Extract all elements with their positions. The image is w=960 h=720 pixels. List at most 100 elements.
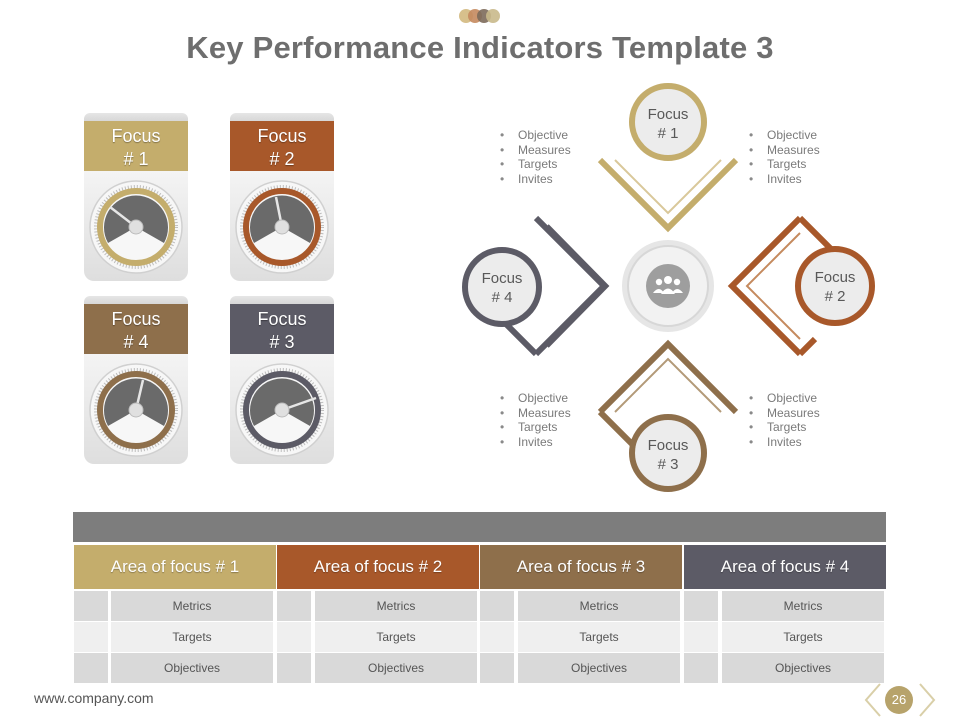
bullet-item: Targets [500, 420, 571, 435]
gauge-label-line2: # 3 [269, 332, 295, 352]
focus-node-line1: Focus [647, 437, 689, 454]
bullet-item: Targets [500, 157, 571, 172]
gauge-card-focus-1: Focus # 1 [84, 113, 188, 283]
bullet-item: Objective [749, 128, 820, 143]
diamond-inner-focus-1 [614, 159, 722, 215]
table-cell-side [277, 653, 311, 683]
gauge-label: Focus # 4 [84, 304, 188, 354]
focus-node-line2: # 4 [491, 289, 513, 306]
table-cell-side [480, 591, 514, 621]
table-cell: Metrics [518, 591, 680, 621]
table-cell-side [74, 653, 108, 683]
gauge-dial-icon [235, 180, 329, 274]
bullet-item: Objective [500, 128, 571, 143]
gauge-label-line1: Focus [257, 126, 307, 146]
bullet-item: Measures [749, 406, 820, 421]
table-cell-side [74, 591, 108, 621]
table-cell-side [480, 622, 514, 652]
gauge-card-focus-2: Focus # 2 [230, 113, 334, 283]
table-cell: Objectives [111, 653, 273, 683]
footer-url[interactable]: www.company.com [34, 690, 154, 706]
gauge-label-line2: # 1 [123, 149, 149, 169]
table-column-header-1: Area of focus # 1 [74, 545, 276, 589]
bullet-item: Targets [749, 420, 820, 435]
gauge-label-line2: # 2 [269, 149, 295, 169]
table-cell-side [684, 653, 718, 683]
bullet-item: Measures [749, 143, 820, 158]
table-cell: Metrics [315, 591, 477, 621]
bullet-item: Invites [749, 172, 820, 187]
gauge-card-focus-4: Focus # 4 [84, 296, 188, 466]
diamond-arrow-focus-1 [597, 157, 739, 233]
table-cell-side [480, 653, 514, 683]
focus-node-line2: # 2 [824, 288, 846, 305]
diamond-arrow-focus-2 [727, 215, 803, 357]
diamond-arrow-focus-3 [597, 339, 739, 415]
bullet-list-top-right: Objective Measures Targets Invites [749, 128, 820, 186]
table-cell: Targets [518, 622, 680, 652]
bullet-list-bottom-left: Objective Measures Targets Invites [500, 391, 571, 449]
gauge-label-line1: Focus [111, 126, 161, 146]
table-cell: Targets [315, 622, 477, 652]
gauge-body [230, 171, 334, 281]
focus-node-4: Focus # 4 [462, 247, 542, 327]
table-column-header-3: Area of focus # 3 [480, 545, 682, 589]
page-title: Key Performance Indicators Template 3 [186, 30, 774, 65]
focus-node-1: Focus # 1 [629, 83, 707, 161]
table-cell: Metrics [722, 591, 884, 621]
bullet-list-top-left: Objective Measures Targets Invites [500, 128, 571, 186]
bullet-item: Invites [749, 435, 820, 450]
bullet-list-bottom-right: Objective Measures Targets Invites [749, 391, 820, 449]
table-cell-side [684, 591, 718, 621]
focus-node-line2: # 1 [657, 125, 679, 142]
diamond-edge-focus-3 [597, 409, 638, 450]
bullet-item: Invites [500, 435, 571, 450]
bullet-item: Targets [749, 157, 820, 172]
focus-node-3: Focus # 3 [629, 414, 707, 492]
focus-node-line2: # 3 [657, 456, 679, 473]
gauge-dial-icon [235, 363, 329, 457]
focus-node-line1: Focus [481, 270, 523, 287]
bullet-item: Objective [500, 391, 571, 406]
bullet-item: Measures [500, 406, 571, 421]
bullet-item: Invites [500, 172, 571, 187]
table-cell: Targets [111, 622, 273, 652]
diamond-edge-focus-2-b [797, 336, 818, 357]
diamond-inner-focus-4 [547, 224, 610, 348]
focus-node-line1: Focus [647, 106, 689, 123]
gauge-label-line2: # 4 [123, 332, 149, 352]
gauge-body [84, 354, 188, 464]
table-cell: Objectives [722, 653, 884, 683]
people-group-icon [653, 276, 683, 294]
gauge-label: Focus # 2 [230, 121, 334, 171]
gauge-card-focus-3: Focus # 3 [230, 296, 334, 466]
gauge-body [84, 171, 188, 281]
table-cell: Objectives [315, 653, 477, 683]
focus-node-2: Focus # 2 [795, 246, 875, 326]
page-nav-chevrons-icon [864, 683, 936, 717]
bullet-item: Objective [749, 391, 820, 406]
gauge-label: Focus # 3 [230, 304, 334, 354]
table-cell-side [74, 622, 108, 652]
table-column-header-4: Area of focus # 4 [684, 545, 886, 589]
table-cell-side [277, 622, 311, 652]
gauge-dial-icon [89, 180, 183, 274]
diamond-arrow-focus-4 [533, 215, 609, 357]
table-cell: Targets [722, 622, 884, 652]
table-column-header-2: Area of focus # 2 [277, 545, 479, 589]
gauge-label-line1: Focus [111, 309, 161, 329]
logo-dot [486, 9, 500, 23]
diamond-inner-focus-2 [745, 232, 801, 340]
focus-node-line1: Focus [814, 269, 856, 286]
table-cell: Metrics [111, 591, 273, 621]
gauge-label: Focus # 1 [84, 121, 188, 171]
table-cell: Objectives [518, 653, 680, 683]
diamond-inner-focus-3 [614, 357, 722, 413]
gauge-label-line1: Focus [257, 309, 307, 329]
table-cell-side [277, 591, 311, 621]
gauge-dial-icon [89, 363, 183, 457]
table-cell-side [684, 622, 718, 652]
table-header-band [73, 512, 886, 542]
gauge-body [230, 354, 334, 464]
bullet-item: Measures [500, 143, 571, 158]
